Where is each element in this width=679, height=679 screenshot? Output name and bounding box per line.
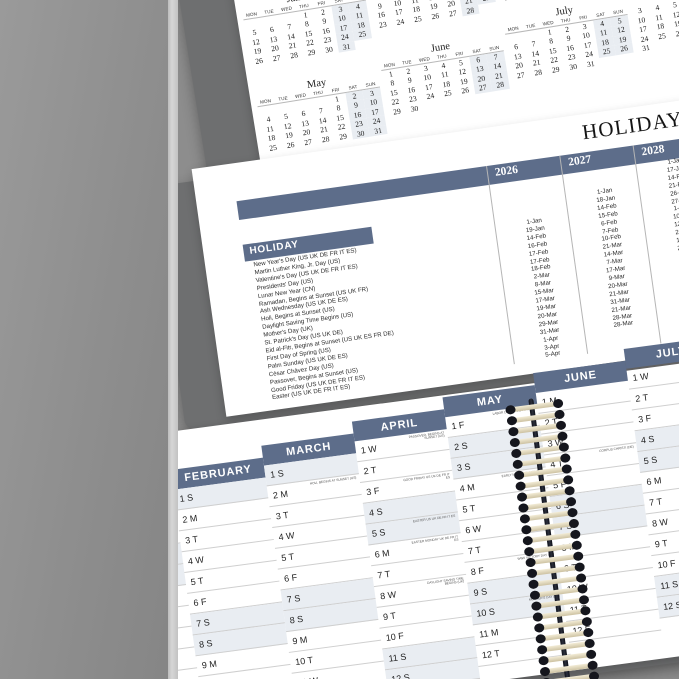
mini-day-cell: 30 <box>351 127 371 140</box>
mini-day-cell: 31 <box>586 58 596 69</box>
mini-month-july: July MON TUE WED THU FRI SAT SUN 1 2 3 4 5 6 7 8 9 10 11 1… <box>502 0 635 82</box>
label-column <box>0 0 178 679</box>
mini-day-cell: 25 <box>268 142 278 153</box>
mini-day-cell: 24 <box>425 91 435 102</box>
column-seam <box>168 0 178 679</box>
mini-month-august: AugustMONTUEWEDTHUFRISATSUN 123456789101… <box>626 0 679 55</box>
mini-day-cell: 27 <box>303 136 313 148</box>
mini-day-cell: 30 <box>409 103 419 114</box>
mini-day-cell: 29 <box>307 47 316 58</box>
mini-day-cell: 23 <box>378 19 388 30</box>
mini-day-cell: 28 <box>460 4 480 17</box>
mini-day-cell: 25 <box>413 13 423 24</box>
mini-day-cell: 22 <box>476 0 496 5</box>
mini-day-cell: 28 <box>533 67 543 78</box>
mini-day-cell: 26 <box>286 139 296 150</box>
mini-day-cell: 26 <box>254 55 264 66</box>
mini-day-cell: 26 <box>430 11 440 22</box>
mini-month-grid: 1234567891011121314151617181920212223242… <box>629 0 679 55</box>
mini-day-cell: 30 <box>568 61 578 72</box>
mini-day-cell: 27 <box>516 70 526 81</box>
mini-month-may: May MON TUE WED THU FRI SAT SUN 1 2 3 4 5 6 7 8 9 10 11 12… <box>255 69 388 154</box>
mini-day-cell: 25 <box>352 28 372 41</box>
mini-day-cell: 31 <box>641 43 651 54</box>
mini-day-cell: 24 <box>395 16 405 27</box>
mini-day-cell: 30 <box>499 0 518 4</box>
mini-day-cell: 27 <box>272 52 282 64</box>
mini-day-cell: 31 <box>516 0 535 1</box>
mini-day-cell: 25 <box>443 88 453 99</box>
mini-day-cell: 26 <box>675 28 679 39</box>
mini-month-grid: 1234567891011121314151617181920212223242… <box>367 0 497 31</box>
mini-day-cell: 29 <box>338 131 348 142</box>
mini-day-cell: 25 <box>597 45 617 58</box>
mini-day-cell: 28 <box>490 79 510 92</box>
mini-day-cell: 31 <box>368 124 388 138</box>
mini-month-february: FebruaryMONTUEWEDTHUFRISATSUN 1234567891… <box>364 0 497 31</box>
mini-month-june: June MON TUE WED THU FRI SAT SUN 1 2 3 4 5 6 7 8 9 10 11 12… <box>378 32 511 117</box>
mini-day-cell: 27 <box>448 8 458 19</box>
mini-day-cell: 25 <box>657 31 667 42</box>
mini-month-january: JanuaryMONTUEWEDTHUFRISATSUN 12345678910… <box>241 0 374 67</box>
mini-day-cell: 26 <box>460 85 470 96</box>
mini-day-cell: 30 <box>324 44 334 55</box>
mini-day-cell: 27 <box>473 81 493 95</box>
mini-day-cell: 29 <box>392 106 402 117</box>
mini-day-cell: 28 <box>289 50 299 61</box>
mini-day-cell: 29 <box>551 64 561 75</box>
mini-day-cell: 26 <box>614 42 634 56</box>
mini-day-cell: 28 <box>321 134 331 145</box>
mini-day-cell: 31 <box>337 40 357 54</box>
